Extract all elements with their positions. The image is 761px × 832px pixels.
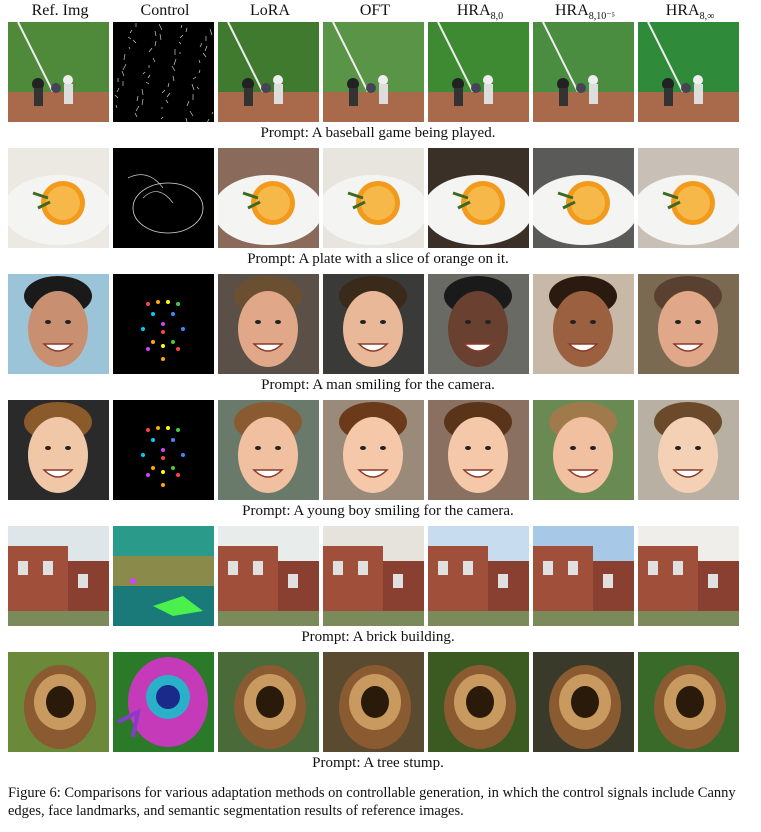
thumbnail-baseball-control [113,22,214,122]
thumbnail-boy-hra-8-inf [638,400,739,500]
thumbnail-boy-control [113,400,214,500]
thumbnail-baseball-hra-8-1e-5 [533,22,634,122]
prompt-caption: Prompt: A plate with a slice of orange o… [247,251,509,267]
thumbnail-boy-hra-8-0 [428,400,529,500]
column-header-hra-8-1e-5: HRA8,10⁻⁵ [554,2,616,23]
thumbnail-brick-hra-8-1e-5 [533,526,634,626]
prompt-caption: Prompt: A baseball game being played. [260,125,496,141]
thumbnail-boy-hra-8-1e-5 [533,400,634,500]
column-header-hra-8-inf: HRA8,∞ [665,2,715,23]
thumbnail-man-hra-8-1e-5 [533,274,634,374]
thumbnail-baseball-oft [323,22,424,122]
thumbnail-baseball-hra-8-inf [638,22,739,122]
thumbnail-baseball-hra-8-0 [428,22,529,122]
thumbnail-stump-hra-8-1e-5 [533,652,634,752]
thumbnail-boy-oft [323,400,424,500]
thumbnail-stump-oft [323,652,424,752]
image-row-brick: Prompt: A brick building. [8,526,748,652]
column-header-ref-img: Ref. Img [31,2,89,19]
figure-caption: Figure 6: Comparisons for various adapta… [8,785,736,819]
thumbnail-orange-oft [323,148,424,248]
column-header-lora: LoRA [250,2,290,19]
thumbnail-stump-control [113,652,214,752]
image-row-orange: Prompt: A plate with a slice of orange o… [8,148,748,274]
thumbnail-baseball-ref-img [8,22,109,122]
image-row-boy: Prompt: A young boy smiling for the came… [8,400,748,526]
prompt-caption: Prompt: A man smiling for the camera. [261,377,495,393]
thumbnail-brick-oft [323,526,424,626]
column-header-control: Control [140,2,190,19]
thumbnail-baseball-lora [218,22,319,122]
prompt-caption: Prompt: A tree stump. [312,755,444,771]
thumbnail-brick-lora [218,526,319,626]
thumbnail-orange-control [113,148,214,248]
thumbnail-stump-ref-img [8,652,109,752]
thumbnail-brick-hra-8-inf [638,526,739,626]
thumbnail-man-hra-8-0 [428,274,529,374]
prompt-caption: Prompt: A young boy smiling for the came… [242,503,514,519]
thumbnail-orange-ref-img [8,148,109,248]
thumbnail-man-hra-8-inf [638,274,739,374]
thumbnail-man-oft [323,274,424,374]
thumbnail-orange-hra-8-0 [428,148,529,248]
thumbnail-orange-hra-8-1e-5 [533,148,634,248]
image-row-baseball: Prompt: A baseball game being played. [8,22,748,148]
thumbnail-man-ref-img [8,274,109,374]
image-row-stump: Prompt: A tree stump. [8,652,748,778]
column-header-oft: OFT [359,2,391,19]
thumbnail-man-lora [218,274,319,374]
thumbnail-stump-hra-8-inf [638,652,739,752]
thumbnail-stump-hra-8-0 [428,652,529,752]
thumbnail-stump-lora [218,652,319,752]
column-header-hra-8-0: HRA8,0 [456,2,504,23]
column-header-bar: Ref. Img Control LoRA OFT HRA8,0 HRA8,10… [8,0,748,22]
thumbnail-brick-hra-8-0 [428,526,529,626]
thumbnail-brick-ref-img [8,526,109,626]
thumbnail-boy-lora [218,400,319,500]
thumbnail-orange-hra-8-inf [638,148,739,248]
prompt-caption: Prompt: A brick building. [301,629,455,645]
thumbnail-boy-ref-img [8,400,109,500]
thumbnail-man-control [113,274,214,374]
thumbnail-brick-control [113,526,214,626]
image-row-man: Prompt: A man smiling for the camera. [8,274,748,400]
thumbnail-orange-lora [218,148,319,248]
